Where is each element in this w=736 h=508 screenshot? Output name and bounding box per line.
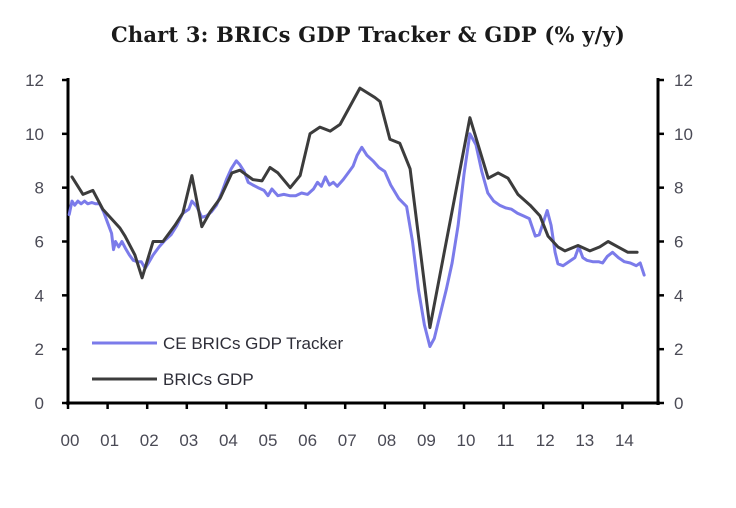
x-tick-label: 07 [338,431,357,450]
y-tick-label-right: 6 [674,233,683,252]
series-line-gdp [70,86,639,330]
x-tick-label: 03 [179,431,198,450]
x-tick-label: 12 [536,431,555,450]
x-tick-label: 02 [140,431,159,450]
legend-label-gdp: BRICs GDP [163,370,254,389]
y-tick-label-left: 6 [35,233,44,252]
x-tick-label: 09 [417,431,436,450]
y-tick-label-left: 10 [25,125,44,144]
x-tick-label: 13 [575,431,594,450]
series-layer [67,86,646,348]
x-tick-label: 04 [219,431,238,450]
x-tick-label: 06 [298,431,317,450]
y-tick-label-right: 2 [674,340,683,359]
x-tick-label: 08 [377,431,396,450]
chart-title: Chart 3: BRICs GDP Tracker & GDP (% y/y) [110,22,626,47]
y-tick-label-left: 2 [35,340,44,359]
y-tick-label-left: 0 [35,394,44,413]
legend: CE BRICs GDP Tracker BRICs GDP [92,334,343,389]
y-tick-label-right: 4 [674,286,683,305]
x-tick-label: 05 [259,431,278,450]
legend-label-tracker: CE BRICs GDP Tracker [163,334,343,353]
x-tick-label: 11 [497,431,515,450]
y-tick-label-right: 0 [674,394,683,413]
y-tick-label-right: 8 [674,179,683,198]
y-tick-label-left: 4 [35,286,44,305]
y-tick-label-left: 12 [25,71,44,90]
y-tick-label-right: 10 [674,125,693,144]
x-tick-label: 14 [615,431,634,450]
x-tick-label: 01 [100,431,119,450]
x-tick-label: 10 [457,431,476,450]
x-tick-label: 00 [61,431,80,450]
y-tick-label-left: 8 [35,179,44,198]
y-tick-label-right: 12 [674,71,693,90]
